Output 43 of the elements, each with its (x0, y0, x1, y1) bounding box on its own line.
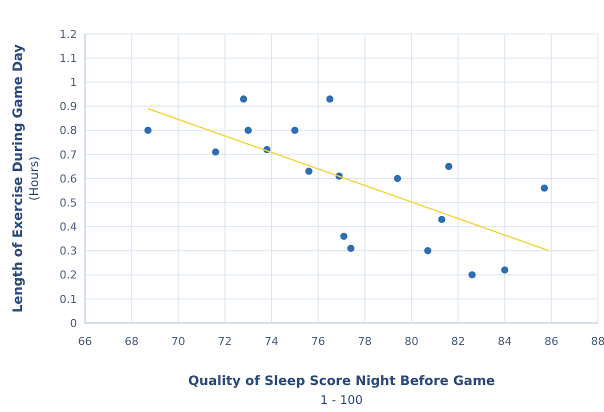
point (340, 232, 348, 240)
x-tick-label: 74 (264, 335, 279, 348)
y-tick-label: 0.5 (60, 196, 77, 210)
point (305, 168, 312, 175)
point (540, 184, 548, 192)
x-tick-label: 80 (404, 335, 418, 348)
y-tick-label: 0.2 (60, 268, 77, 282)
point (468, 271, 476, 278)
y-tick-label: 0 (70, 316, 77, 330)
y-axis-title: Length of Exercise During Game Day (Hours) (11, 44, 41, 313)
point (326, 95, 334, 103)
x-tick-label: 68 (124, 335, 139, 348)
y-tick-label: 0.8 (60, 124, 77, 138)
y-tick-label: 0.9 (60, 100, 77, 114)
x-tick-label: 76 (311, 335, 326, 348)
y-tick-label: 0.6 (60, 172, 77, 186)
x-tick-label: 88 (591, 335, 604, 348)
x-tick-label: 82 (451, 335, 466, 348)
point (424, 247, 432, 254)
x-tick-label: 70 (171, 335, 186, 348)
y-tick-label: 1 (70, 76, 77, 90)
x-tick-label: 86 (544, 335, 558, 348)
y-tick-label: 0.4 (60, 220, 77, 234)
y-tick-label: 0.3 (60, 244, 77, 258)
point (212, 148, 220, 156)
x-axis-title: Quality of Sleep Score Night Before Game 1 - 100 (188, 374, 496, 407)
x-tick-label: 78 (358, 335, 372, 348)
point (445, 162, 452, 170)
x-tick-label: 72 (218, 335, 232, 348)
y-tick-label: 1.2 (60, 28, 77, 41)
x-tick-label: 84 (498, 335, 512, 348)
point (240, 95, 248, 103)
y-tick-label: 0.1 (60, 292, 77, 306)
point (144, 126, 152, 134)
x-tick-label: 66 (78, 335, 92, 348)
point (501, 266, 508, 274)
point (394, 174, 402, 182)
point (244, 126, 252, 134)
point (291, 126, 298, 134)
y-tick-label: 1.1 (60, 52, 77, 65)
point (347, 244, 354, 252)
y-tick-label: 0.7 (60, 148, 77, 162)
point (438, 216, 446, 224)
